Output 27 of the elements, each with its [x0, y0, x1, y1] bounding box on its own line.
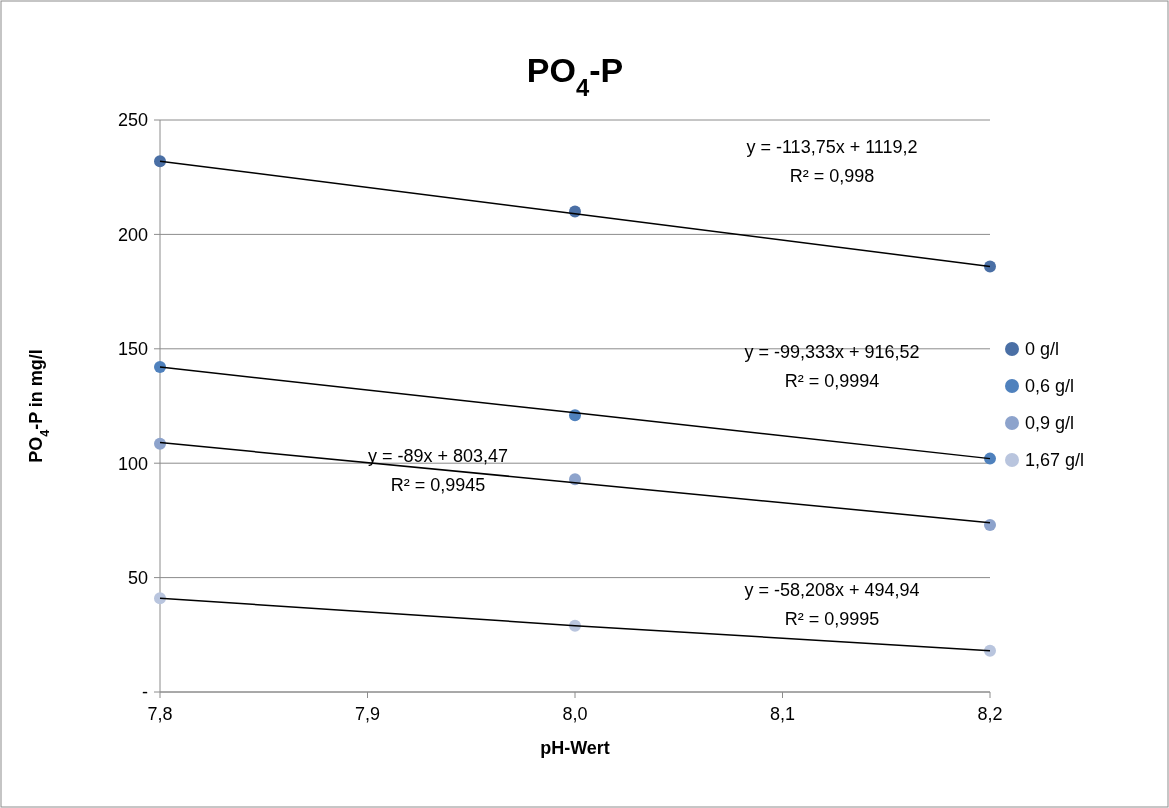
annotation: y = -58,208x + 494,94 R² = 0,9995 — [744, 580, 920, 630]
x-tick-label: 7,8 — [147, 704, 173, 724]
y-tick-label: - — [142, 682, 148, 703]
chart-title: PO$_{4}$-P — [526, 51, 624, 101]
y-tick-label: 50 — [127, 567, 148, 588]
x-axis-title: pH-Wert — [540, 738, 610, 758]
point — [154, 361, 166, 374]
y-tick-label: 250 — [117, 110, 148, 131]
legend-label: 1,67 g/l — [1025, 450, 1085, 471]
x-tick-label: 8,0 — [562, 704, 588, 724]
point — [154, 155, 166, 168]
legend-label: 0 g/l — [1025, 339, 1060, 360]
point — [984, 644, 996, 657]
annotation: y = -89x + 803,47 R² = 0,9945 — [367, 446, 509, 496]
y-tick-label: 100 — [117, 453, 148, 474]
x-tick-label: 7,9 — [354, 704, 381, 724]
annotation: y = -99,333x + 916,52 R² = 0,9994 — [744, 342, 920, 392]
y-tick-label: 200 — [117, 224, 148, 245]
point — [984, 518, 996, 531]
point — [154, 437, 166, 450]
x-tick-label: 8,1 — [769, 704, 796, 724]
point — [154, 592, 166, 605]
legend-label: 0,6 g/l — [1025, 376, 1075, 397]
annotation: y = -113,75x + 1119,2 R² = 0,998 — [746, 137, 918, 187]
x-tick-label: 8,2 — [977, 704, 1003, 724]
legend-label: 0,9 g/l — [1025, 413, 1075, 434]
y-tick-label: 150 — [117, 339, 148, 360]
